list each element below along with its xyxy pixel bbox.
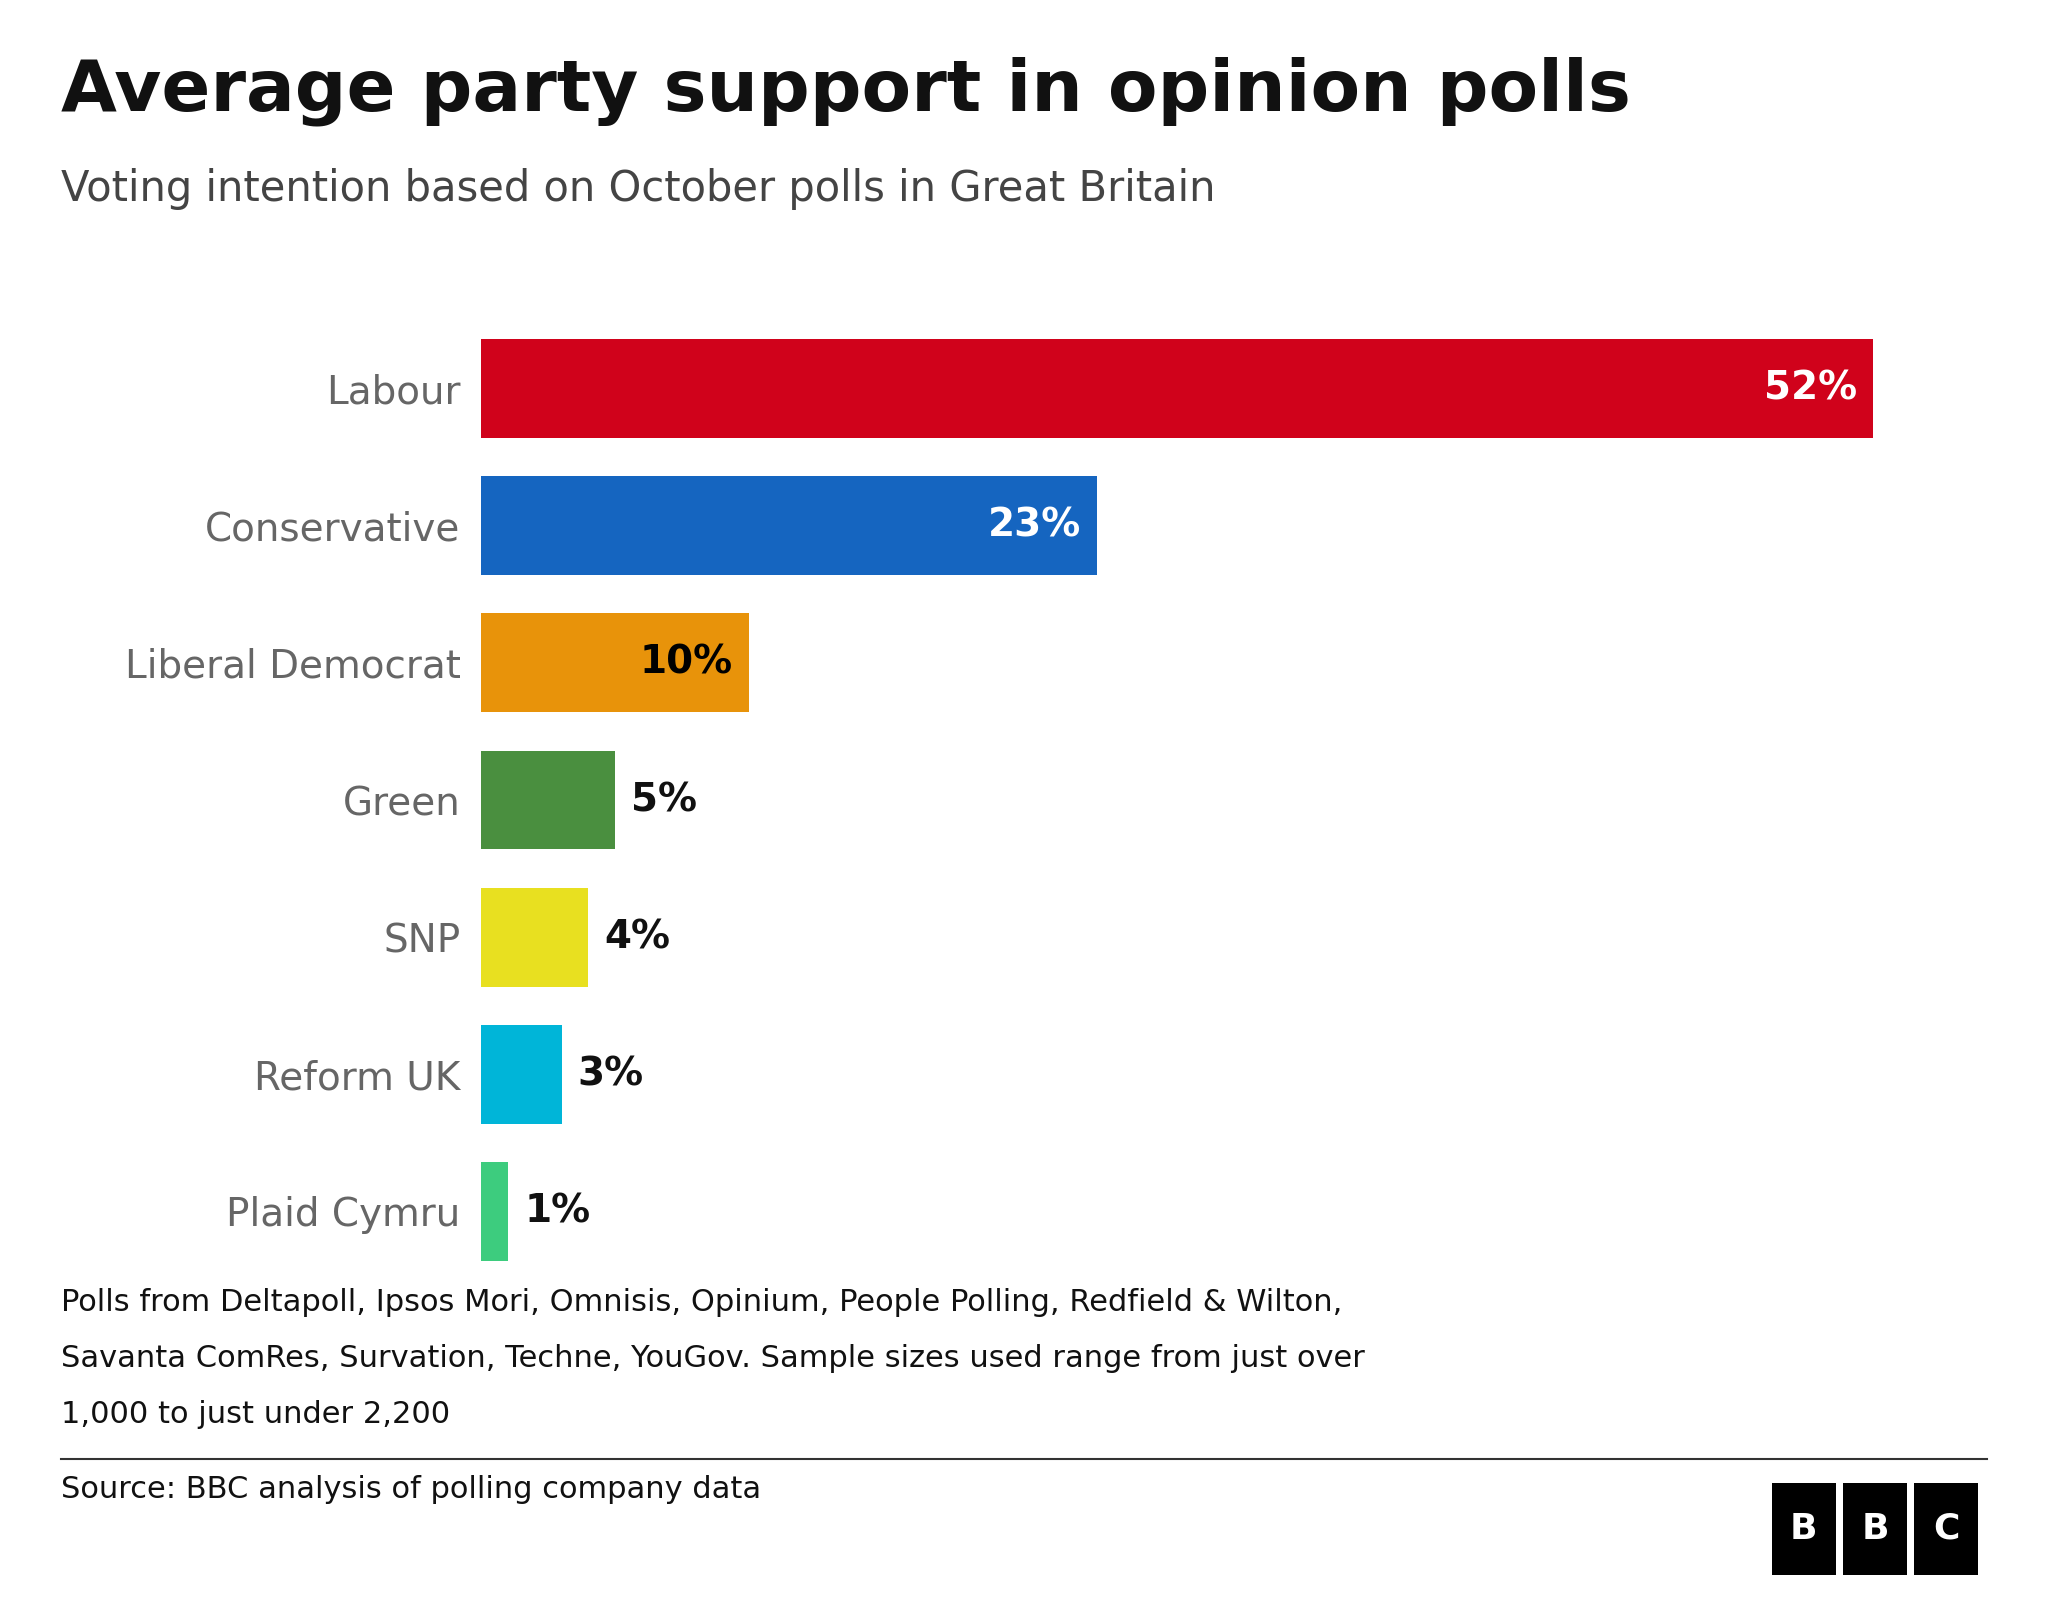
Text: Savanta ComRes, Survation, Techne, YouGov. Sample sizes used range from just ove: Savanta ComRes, Survation, Techne, YouGo… — [61, 1344, 1366, 1373]
Text: 1%: 1% — [524, 1192, 590, 1230]
Bar — [481, 750, 614, 850]
Text: 3%: 3% — [578, 1056, 643, 1093]
Text: B: B — [1790, 1512, 1817, 1546]
Bar — [1772, 1483, 1835, 1574]
Text: Voting intention based on October polls in Great Britain: Voting intention based on October polls … — [61, 168, 1217, 210]
Text: 1,000 to just under 2,200: 1,000 to just under 2,200 — [61, 1400, 451, 1429]
Text: Source: BBC analysis of polling company data: Source: BBC analysis of polling company … — [61, 1475, 762, 1504]
Text: B: B — [1862, 1512, 1888, 1546]
Text: C: C — [1933, 1512, 1960, 1546]
Bar — [481, 339, 1874, 438]
Bar — [1843, 1483, 1907, 1574]
Text: 10%: 10% — [639, 643, 733, 682]
Text: Average party support in opinion polls: Average party support in opinion polls — [61, 56, 1632, 125]
Bar — [481, 1026, 561, 1123]
Text: 23%: 23% — [987, 507, 1081, 544]
Text: Polls from Deltapoll, Ipsos Mori, Omnisis, Opinium, People Polling, Redfield & W: Polls from Deltapoll, Ipsos Mori, Omnisi… — [61, 1288, 1343, 1317]
Text: 5%: 5% — [631, 781, 696, 819]
Text: 52%: 52% — [1763, 370, 1858, 408]
Text: 4%: 4% — [604, 918, 670, 957]
Bar — [481, 1162, 508, 1261]
Bar — [481, 477, 1098, 574]
Bar — [1915, 1483, 1978, 1574]
Bar — [481, 888, 588, 987]
Bar — [481, 613, 750, 712]
